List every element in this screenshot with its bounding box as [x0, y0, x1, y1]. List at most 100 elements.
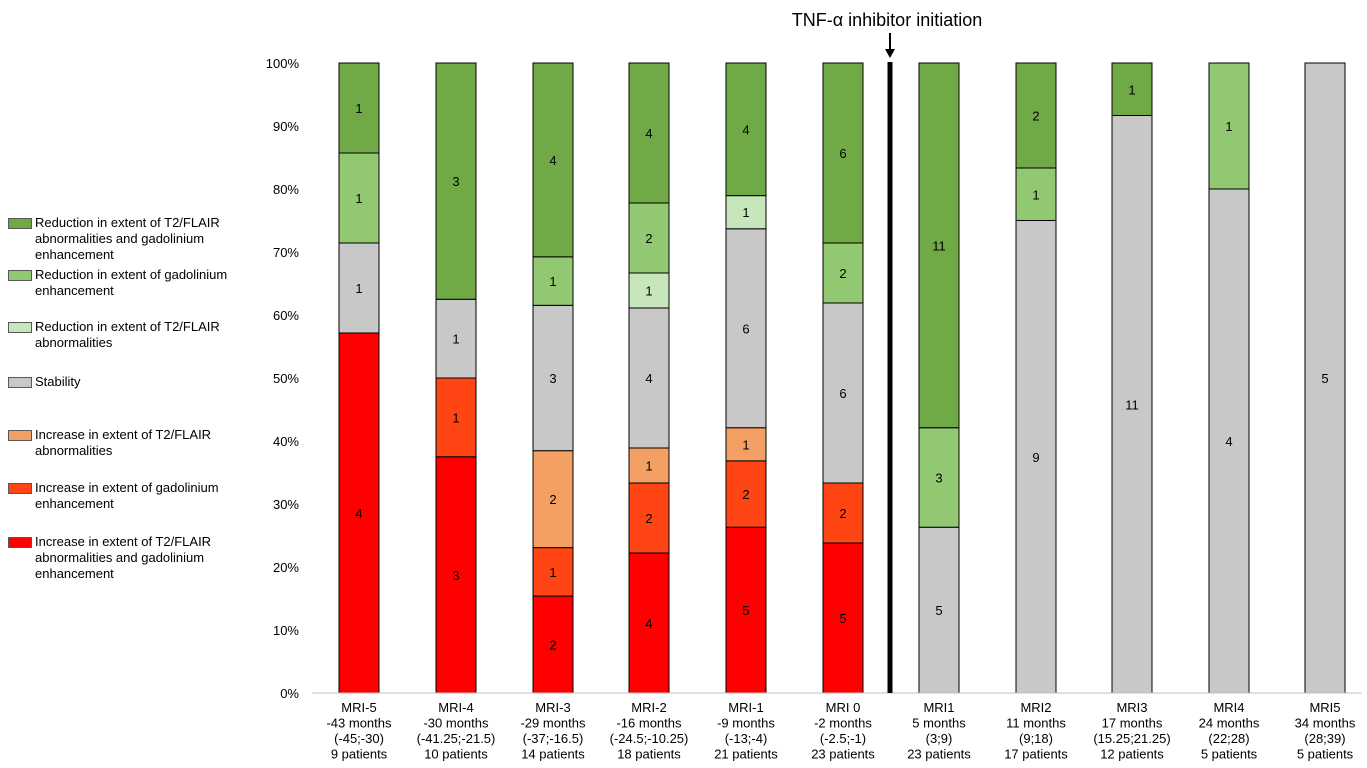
bar-segment	[532, 450, 574, 549]
bar-value-label: 4	[1225, 434, 1232, 449]
bar-value-label: 6	[839, 386, 846, 401]
bar-value-label: 1	[549, 565, 556, 580]
bar-segment	[918, 526, 960, 694]
legend-swatch	[8, 537, 32, 548]
y-tick-label: 40%	[273, 434, 299, 449]
legend-label: Reduction in extent of T2/FLAIR abnormal…	[35, 215, 220, 262]
x-category-label: (9;18)	[1019, 731, 1053, 746]
bar-value-label: 4	[645, 616, 652, 631]
bar-value-label: 1	[1032, 187, 1039, 202]
bar-segment	[628, 482, 670, 554]
bar-value-label: 3	[549, 371, 556, 386]
x-category-label: (15.25;21.25)	[1093, 731, 1170, 746]
bar-segment	[725, 228, 767, 429]
x-category-label: 5 months	[912, 716, 966, 731]
x-category-label: 5 patients	[1201, 747, 1258, 762]
legend-swatch	[8, 322, 32, 333]
bar-segment	[338, 152, 380, 244]
bar-value-label: 2	[1032, 109, 1039, 124]
bar-segment	[918, 427, 960, 528]
bar-segment	[1304, 62, 1346, 694]
bar-segment	[1111, 115, 1153, 694]
bar-value-label: 3	[452, 174, 459, 189]
x-category-label: 21 patients	[714, 747, 778, 762]
bar-segment	[338, 242, 380, 334]
x-category-label: MRI4	[1213, 700, 1244, 715]
x-category-label: 11 months	[1006, 716, 1066, 731]
y-tick-label: 20%	[273, 560, 299, 575]
annotation-label: TNF-α inhibitor initiation	[792, 10, 982, 30]
bar-value-label: 1	[355, 191, 362, 206]
bar-value-label: 1	[1128, 82, 1135, 97]
x-category-label: MRI-1	[728, 700, 763, 715]
annotation-arrow-head	[885, 49, 895, 58]
bar-segment	[918, 62, 960, 429]
x-category-label: (3;9)	[926, 731, 953, 746]
legend: Reduction in extent of T2/FLAIR abnormal…	[8, 0, 298, 768]
bar-value-label: 1	[452, 410, 459, 425]
bar-segment	[628, 62, 670, 204]
annotation-group: TNF-α inhibitor initiation	[792, 10, 982, 693]
legend-item: Increase in extent of gadolinium enhance…	[8, 480, 285, 512]
x-category-label: -29 months	[520, 716, 586, 731]
bar-value-label: 3	[452, 568, 459, 583]
bar-value-label: 4	[355, 506, 362, 521]
bar-value-label: 5	[839, 611, 846, 626]
x-category-label: (-41.25;-21.5)	[417, 731, 496, 746]
bar-segment	[532, 256, 574, 306]
y-tick-label: 10%	[273, 623, 299, 638]
legend-label: Reduction in extent of T2/FLAIR abnormal…	[35, 319, 220, 350]
bars: 4111311321231442141245216145262653119121…	[338, 62, 1346, 694]
legend-item: Increase in extent of T2/FLAIR abnormali…	[8, 427, 285, 459]
bar-segment	[822, 62, 864, 244]
bar-segment	[628, 272, 670, 309]
x-category-label: (-24.5;-10.25)	[610, 731, 689, 746]
bar-segment	[532, 62, 574, 258]
x-category-label: MRI1	[923, 700, 954, 715]
bar-value-label: 4	[549, 153, 556, 168]
bar-segment	[725, 195, 767, 230]
legend-item: Reduction in extent of T2/FLAIR abnormal…	[8, 215, 285, 263]
bar-value-label: 5	[935, 603, 942, 618]
legend-label: Increase in extent of T2/FLAIR abnormali…	[35, 427, 212, 458]
bar-value-label: 2	[549, 638, 556, 653]
bar-segment	[435, 62, 477, 300]
bar-value-label: 11	[932, 238, 946, 253]
bar-segment	[338, 62, 380, 154]
x-category-label: 10 patients	[424, 747, 488, 762]
bar-segment	[435, 377, 477, 458]
y-tick-label: 0%	[280, 686, 299, 701]
bar-value-label: 9	[1032, 450, 1039, 465]
x-category-label: (-13;-4)	[725, 731, 768, 746]
legend-label: Stability	[35, 374, 81, 389]
y-tick-label: 80%	[273, 182, 299, 197]
bar-segment	[628, 447, 670, 484]
bar-segment	[1208, 62, 1250, 190]
legend-label: Reduction in extent of gadolinium enhanc…	[35, 267, 228, 298]
x-category-label: (22;28)	[1208, 731, 1249, 746]
legend-item: Increase in extent of T2/FLAIR abnormali…	[8, 534, 285, 582]
bar-segment	[725, 526, 767, 694]
bar-value-label: 4	[645, 126, 652, 141]
x-category-label: 9 patients	[331, 747, 388, 762]
bar-value-label: 2	[645, 231, 652, 246]
bar-value-label: 6	[742, 321, 749, 336]
bar-value-label: 3	[935, 470, 942, 485]
bar-value-label: 2	[549, 492, 556, 507]
x-category-label: MRI-3	[535, 700, 570, 715]
y-tick-label: 90%	[273, 119, 299, 134]
x-category-label: MRI-5	[341, 700, 376, 715]
y-tick-label: 60%	[273, 308, 299, 323]
bar-segment	[1015, 167, 1057, 221]
x-category-label: MRI2	[1020, 700, 1051, 715]
bar-value-label: 2	[839, 266, 846, 281]
bar-segment	[725, 62, 767, 197]
bar-segment	[532, 595, 574, 694]
x-category-label: 24 months	[1199, 716, 1260, 731]
bar-value-label: 5	[1321, 371, 1328, 386]
bar-value-label: 2	[645, 511, 652, 526]
bar-value-label: 1	[452, 332, 459, 347]
bar-value-label: 4	[645, 371, 652, 386]
x-category-label: 17 patients	[1004, 747, 1068, 762]
bar-value-label: 1	[549, 274, 556, 289]
